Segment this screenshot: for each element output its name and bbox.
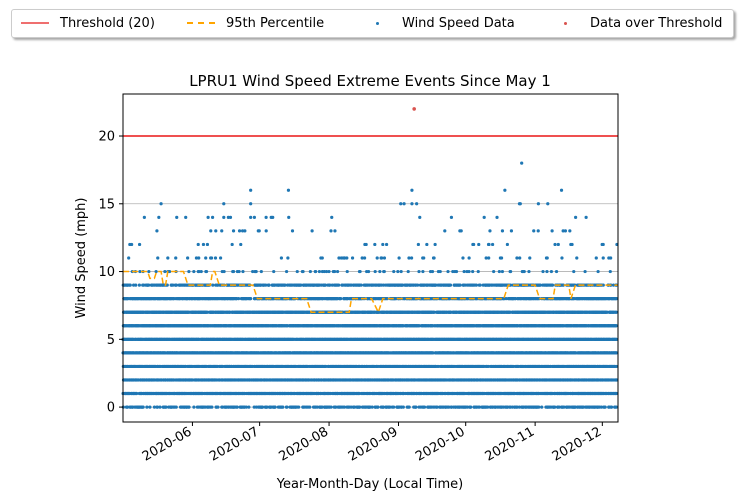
wind-speed-point [148, 405, 152, 409]
wind-speed-point [342, 405, 347, 409]
wind-speed-point [247, 405, 251, 409]
wind-speed-point [158, 405, 162, 409]
wind-speed-point [216, 405, 220, 409]
wind-speed-point [187, 405, 191, 409]
wind-speed-point [407, 405, 411, 409]
wind-speed-point [164, 405, 168, 409]
wind-speed-point [573, 405, 577, 409]
wind-speed-point [308, 405, 312, 409]
wind-speed-point [449, 405, 454, 409]
wind-speed-point [510, 405, 515, 409]
wind-speed-point [435, 405, 439, 409]
wind-speed-point [609, 405, 614, 409]
wind-speed-point [537, 405, 541, 409]
wind-speed-point [515, 405, 519, 409]
wind-speed-point [599, 405, 604, 409]
wind-speed-point [152, 405, 157, 409]
wind-speed-point [281, 405, 285, 409]
wind-speed-point [486, 405, 490, 409]
wind-speed-point [349, 405, 353, 409]
wind-speed-point [381, 405, 385, 409]
wind-speed-point [315, 405, 319, 409]
wind-speed-point [320, 405, 324, 409]
wind-speed-point [155, 405, 160, 409]
wind-speed-point [540, 405, 544, 409]
wind-speed-point [141, 405, 145, 409]
wind-speed-point [614, 405, 618, 409]
wind-speed-point [603, 405, 607, 409]
wind-speed-point [210, 405, 214, 409]
wind-speed-point [477, 405, 482, 409]
wind-speed-point [285, 405, 289, 409]
wind-speed-point [401, 405, 405, 409]
wind-speed-point [392, 405, 396, 409]
wind-speed-point [388, 405, 392, 409]
wind-speed-point [235, 405, 239, 409]
wind-speed-point [614, 324, 618, 328]
wind-speed-point [517, 405, 521, 409]
wind-speed-point [422, 405, 427, 409]
wind-speed-point [244, 405, 248, 409]
wind-speed-point [192, 405, 196, 409]
wind-speed-point [297, 405, 301, 409]
wind-speed-point [174, 405, 178, 409]
wind-speed-data-points [121, 161, 619, 409]
wind-speed-point [358, 405, 362, 409]
wind-speed-point [376, 405, 380, 409]
wind-speed-point [125, 405, 130, 409]
wind-speed-point [329, 405, 333, 409]
wind-speed-point [614, 391, 619, 396]
wind-speed-point [145, 405, 149, 409]
wind-speed-point [370, 405, 374, 409]
wind-speed-point [465, 405, 470, 409]
wind-speed-point [334, 405, 338, 409]
wind-speed-point [260, 405, 265, 409]
wind-speed-point [265, 405, 269, 409]
wind-speed-point [447, 405, 451, 409]
wind-speed-point [353, 405, 357, 409]
wind-speed-point [469, 405, 473, 409]
wind-speed-point [557, 405, 561, 409]
wind-speed-point [562, 405, 566, 409]
wind-speed-point [553, 405, 557, 409]
wind-speed-point [135, 391, 139, 396]
wind-speed-point [273, 405, 277, 409]
wind-speed-point [414, 405, 418, 409]
